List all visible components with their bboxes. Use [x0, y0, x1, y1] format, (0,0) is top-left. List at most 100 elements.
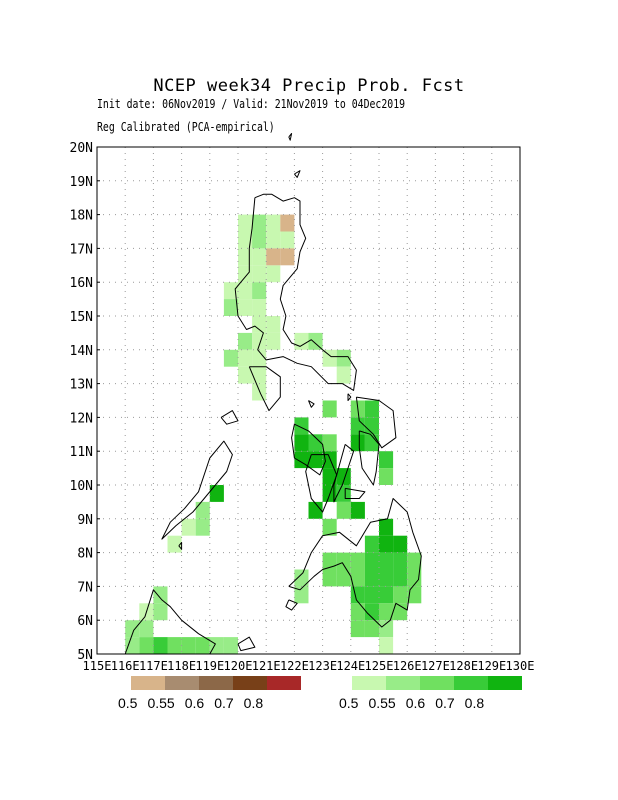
- wet-probability-cell: [167, 535, 182, 553]
- lon-tick-label: 128E: [449, 659, 478, 670]
- wet-probability-cell: [223, 282, 238, 300]
- wet-probability-cell: [336, 552, 351, 570]
- wet-probability-cell: [223, 637, 238, 654]
- lat-tick-label: 9N: [77, 513, 93, 528]
- wet-probability-cell: [266, 332, 281, 350]
- lat-tick-label: 20N: [70, 141, 93, 156]
- lon-tick-label: 121E: [252, 659, 281, 670]
- coastline: [237, 636, 256, 652]
- coastline: [285, 599, 298, 611]
- wet-probability-cell: [364, 603, 379, 621]
- lon-tick-label: 124E: [336, 659, 365, 670]
- wet-probability-cell: [379, 637, 394, 654]
- lat-tick-label: 11N: [70, 445, 93, 460]
- lat-tick-label: 13N: [70, 378, 93, 393]
- wet-colorbar-swatch: [386, 676, 420, 690]
- wet-probability-cell: [379, 535, 394, 553]
- wet-probability-cell: [393, 586, 408, 604]
- wet-probability-cell: [195, 501, 210, 519]
- wet-colorbar-label: 0.5: [339, 695, 359, 711]
- subtitle-method: Reg Calibrated (PCA-empirical): [97, 120, 275, 134]
- wet-probability-cell: [252, 332, 267, 350]
- wet-probability-cell: [379, 620, 394, 638]
- wet-probability-cell: [308, 501, 323, 519]
- wet-probability-cell: [238, 349, 253, 367]
- wet-probability-cell: [350, 434, 365, 452]
- wet-probability-cell: [125, 637, 140, 654]
- coastline: [291, 423, 326, 476]
- wet-probability-cell: [379, 518, 394, 536]
- coastline: [305, 454, 338, 513]
- wet-probability-cell: [223, 349, 238, 367]
- lon-tick-label: 129E: [477, 659, 506, 670]
- wet-colorbar-swatch: [488, 676, 522, 690]
- lon-tick-label: 126E: [393, 659, 422, 670]
- wet-probability-cell: [308, 332, 323, 350]
- wet-probability-cell: [252, 248, 267, 266]
- wet-probability-cell: [294, 417, 309, 435]
- dry-probability-cell: [280, 248, 295, 266]
- wet-probability-cell: [393, 569, 408, 587]
- lat-tick-label: 10N: [70, 479, 93, 494]
- coastline: [248, 366, 281, 412]
- wet-colorbar-swatch: [352, 676, 386, 690]
- wet-probability-cell: [336, 569, 351, 587]
- wet-probability-cell: [350, 569, 365, 587]
- wet-colorbar: [352, 676, 522, 690]
- wet-probability-cell: [322, 518, 337, 536]
- wet-probability-cell: [252, 349, 267, 367]
- lat-tick-label: 19N: [70, 175, 93, 190]
- lon-tick-label: 130E: [506, 659, 535, 670]
- lon-tick-label: 122E: [280, 659, 309, 670]
- wet-probability-cell: [322, 349, 337, 367]
- coastline: [234, 193, 357, 391]
- wet-probability-cell: [379, 468, 394, 485]
- wet-colorbar-swatch: [454, 676, 488, 690]
- wet-probability-cell: [238, 332, 253, 350]
- wet-probability-cell: [350, 552, 365, 570]
- lon-tick-label: 115E: [83, 659, 112, 670]
- lon-tick-label: 119E: [195, 659, 224, 670]
- wet-probability-cell: [238, 299, 253, 316]
- wet-colorbar-label: 0.55: [368, 695, 396, 711]
- wet-probability-cell: [209, 485, 224, 502]
- wet-probability-cell: [195, 637, 210, 654]
- dry-probability-cell: [266, 248, 281, 266]
- wet-probability-cell: [139, 620, 154, 638]
- dry-colorbar-label: 0.8: [243, 695, 264, 711]
- wet-probability-cell: [393, 552, 408, 570]
- lon-tick-label: 127E: [421, 659, 450, 670]
- lat-tick-label: 8N: [77, 547, 93, 562]
- wet-probability-cell: [266, 214, 281, 232]
- wet-probability-cell: [195, 518, 210, 536]
- wet-probability-cell: [364, 417, 379, 435]
- coastline: [333, 444, 355, 503]
- wet-colorbar-label: 0.7: [435, 695, 455, 711]
- wet-probability-cell: [252, 366, 267, 384]
- dry-colorbar: [131, 676, 301, 690]
- wet-probability-cell: [336, 501, 351, 519]
- lat-tick-label: 12N: [70, 411, 93, 426]
- coastline: [288, 498, 422, 628]
- lon-tick-label: 123E: [308, 659, 337, 670]
- lon-tick-label: 118E: [167, 659, 196, 670]
- wet-probability-cell: [336, 468, 351, 485]
- coastline: [161, 440, 233, 540]
- wet-probability-cell: [294, 586, 309, 604]
- wet-probability-cell: [266, 265, 281, 283]
- wet-probability-cell: [139, 637, 154, 654]
- wet-probability-cell: [252, 231, 267, 249]
- wet-probability-cell: [350, 603, 365, 621]
- wet-colorbar-label: 0.6: [405, 695, 426, 711]
- dry-colorbar-label: 0.55: [147, 695, 175, 711]
- lat-tick-label: 6N: [77, 614, 93, 629]
- dry-colorbar-swatch: [165, 676, 199, 690]
- wet-probability-cell: [336, 485, 351, 502]
- wet-probability-cell: [364, 569, 379, 587]
- wet-probability-cell: [266, 231, 281, 249]
- wet-probability-cell: [153, 637, 168, 654]
- wet-probability-cell: [223, 299, 238, 316]
- lon-tick-label: 116E: [111, 659, 140, 670]
- lat-tick-label: 15N: [70, 310, 93, 325]
- wet-probability-cell: [336, 366, 351, 384]
